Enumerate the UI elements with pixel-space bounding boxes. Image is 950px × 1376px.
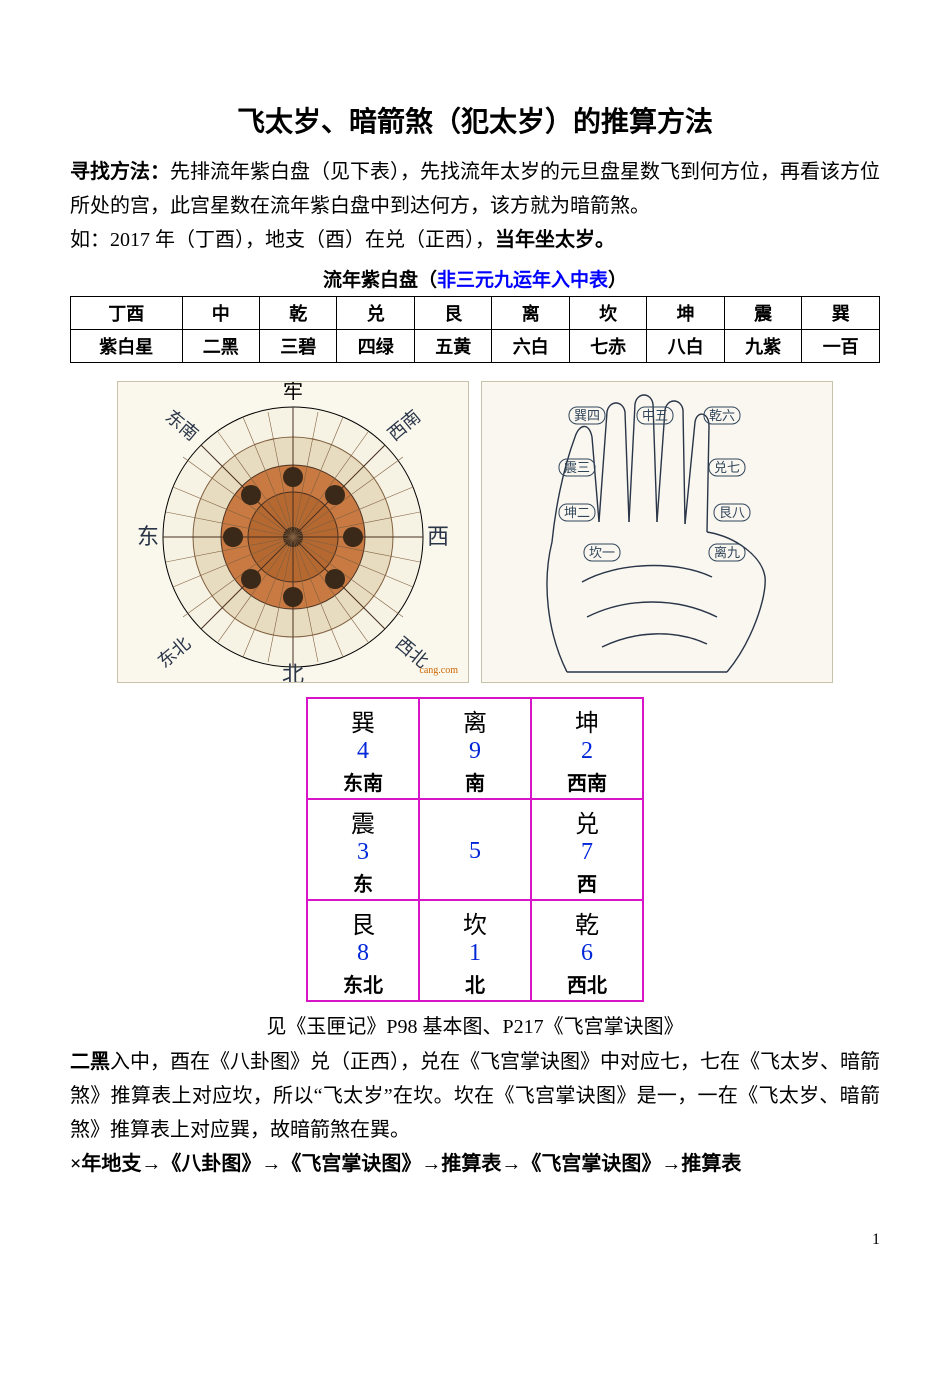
svg-text:乾六: 乾六 [709,408,735,423]
luoshu-cell: 兑7西 [531,799,643,900]
th-cell: 震 [724,297,801,330]
page-title: 飞太岁、暗箭煞（犯太岁）的推算方法 [70,100,880,140]
para2-b: 入中，酉在《八卦图》兑（正西），兑在《飞宫掌诀图》中对应七，七在《飞太岁、暗箭煞… [70,1051,880,1141]
td-cell: 五黄 [414,330,491,363]
table-row: 震3东 5 兑7西 [307,799,643,900]
svg-text:兑七: 兑七 [714,460,740,475]
td-cell: 四绿 [337,330,414,363]
td-cell: 八白 [647,330,724,363]
td-cell: 紫白星 [71,330,183,363]
th-cell: 离 [492,297,569,330]
td-cell: 三碧 [260,330,337,363]
luoshu-cell: 坎1北 [419,900,531,1001]
luoshu-cell: 离9南 [419,698,531,799]
th-cell: 中 [182,297,259,330]
method-label: 寻找方法： [70,161,170,183]
svg-text:艮八: 艮八 [719,505,745,520]
th-cell: 坎 [569,297,646,330]
td-cell: 九紫 [724,330,801,363]
th-cell: 乾 [260,297,337,330]
td-cell: 六白 [492,330,569,363]
table-row: 巽4东南 离9南 坤2西南 [307,698,643,799]
luoshu-grid: 巽4东南 离9南 坤2西南 震3东 5 兑7西 艮8东北 坎1北 乾6西北 [306,697,644,1002]
svg-text:震三: 震三 [564,460,590,475]
td-cell: 一百 [802,330,880,363]
luoshu-cell: 5 [419,799,531,900]
final-formula: ×年地支→《八卦图》→《飞宫掌诀图》→推算表→《飞宫掌诀图》→推算表 [70,1147,880,1181]
table-row: 紫白星 二黑 三碧 四绿 五黄 六白 七赤 八白 九紫 一百 [71,330,880,363]
page-number: 1 [70,1231,880,1249]
luoshu-cell: 乾6西北 [531,900,643,1001]
th-cell: 巽 [802,297,880,330]
th-cell: 丁酉 [71,297,183,330]
compass-east: 东 [137,524,159,549]
td-cell: 二黑 [182,330,259,363]
td-cell: 七赤 [569,330,646,363]
svg-text:中五: 中五 [642,408,668,423]
compass-top-char: 牢 [283,382,303,403]
th-cell: 坤 [647,297,724,330]
method-paragraph: 寻找方法：先排流年紫白盘（见下表），先找流年太岁的元旦盘星数飞到何方位，再看该方… [70,155,880,223]
table-row: 艮8东北 坎1北 乾6西北 [307,900,643,1001]
table-caption: 流年紫白盘（非三元九运年入中表） [70,265,880,292]
example-a: 如：2017 年（丁酉），地支（酉）在兑（正西）， [70,229,495,251]
compass-se: 东南 [162,406,202,444]
luoshu-cell: 艮8东北 [307,900,419,1001]
svg-text:离九: 离九 [714,545,740,560]
svg-text:坎一: 坎一 [589,545,615,560]
svg-text:坤二: 坤二 [564,505,590,520]
caption-b: 非三元九运年入中表 [437,270,608,291]
caption-c: ） [608,270,627,291]
luoshu-cell: 震3东 [307,799,419,900]
hand-diagram: 巽四 中五 乾六震三 兑七坤二 艮八坎一 离九 [481,381,833,683]
compass-north: 北 [282,662,304,682]
example-line: 如：2017 年（丁酉），地支（酉）在兑（正西），当年坐太岁。 [70,223,880,257]
diagram-row: 牢 北 西 东 东北 西北 东南 西南 cang.com [70,381,880,683]
luoshu-cell: 坤2西南 [531,698,643,799]
th-cell: 兑 [337,297,414,330]
compass-west: 西 [427,524,449,549]
compass-diagram: 牢 北 西 东 东北 西北 东南 西南 cang.com [117,381,469,683]
table-row: 丁酉 中 乾 兑 艮 离 坎 坤 震 巽 [71,297,880,330]
zibai-table: 丁酉 中 乾 兑 艮 离 坎 坤 震 巽 紫白星 二黑 三碧 四绿 五黄 六白 … [70,296,880,363]
para2-a: 二黑 [70,1051,110,1073]
example-b: 当年坐太岁。 [495,229,615,251]
svg-text:巽四: 巽四 [574,408,600,423]
watermark-text: cang.com [419,665,458,676]
caption-a: 流年紫白盘（ [323,270,437,291]
compass-sw: 西南 [384,406,424,444]
luoshu-cell: 巽4东南 [307,698,419,799]
method-text: 先排流年紫白盘（见下表），先找流年太岁的元旦盘星数飞到何方位，再看该方位所处的宫… [70,161,880,217]
reference-caption: 见《玉匣记》P98 基本图、P217《飞宫掌诀图》 [70,1010,880,1039]
th-cell: 艮 [414,297,491,330]
analysis-paragraph: 二黑入中，酉在《八卦图》兑（正西），兑在《飞宫掌诀图》中对应七，七在《飞太岁、暗… [70,1045,880,1147]
compass-ne: 东北 [154,633,194,671]
